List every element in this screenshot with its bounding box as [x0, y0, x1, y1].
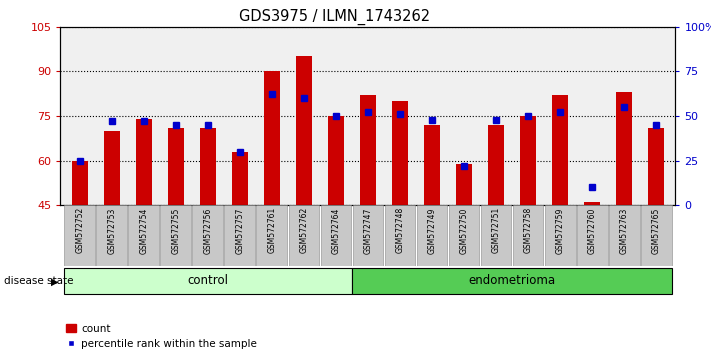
Legend: count, percentile rank within the sample: count, percentile rank within the sample [65, 324, 257, 349]
Text: ▶: ▶ [50, 276, 58, 286]
FancyBboxPatch shape [577, 205, 607, 266]
Text: GSM572753: GSM572753 [107, 207, 116, 253]
Text: GSM572758: GSM572758 [523, 207, 533, 253]
Bar [584, 202, 600, 205]
FancyBboxPatch shape [289, 205, 319, 266]
Text: GSM572748: GSM572748 [395, 207, 405, 253]
Text: GDS3975 / ILMN_1743262: GDS3975 / ILMN_1743262 [239, 9, 429, 25]
Bar [232, 152, 248, 205]
Bar [168, 128, 183, 205]
Bar [648, 128, 664, 205]
Text: GSM572760: GSM572760 [588, 207, 597, 253]
FancyBboxPatch shape [321, 205, 351, 266]
FancyBboxPatch shape [96, 205, 127, 266]
Bar [552, 95, 568, 205]
FancyBboxPatch shape [193, 205, 223, 266]
FancyBboxPatch shape [225, 205, 255, 266]
Bar [72, 161, 87, 205]
Bar [392, 101, 408, 205]
Text: GSM572757: GSM572757 [235, 207, 245, 253]
Text: GSM572759: GSM572759 [555, 207, 565, 253]
FancyBboxPatch shape [352, 268, 672, 294]
Text: GSM572764: GSM572764 [331, 207, 341, 253]
Text: GSM572755: GSM572755 [171, 207, 181, 253]
Text: disease state: disease state [4, 276, 73, 286]
FancyBboxPatch shape [545, 205, 575, 266]
FancyBboxPatch shape [641, 205, 672, 266]
Bar [296, 56, 312, 205]
Text: GSM572751: GSM572751 [491, 207, 501, 253]
FancyBboxPatch shape [129, 205, 159, 266]
Bar [328, 116, 344, 205]
Text: endometrioma: endometrioma [469, 274, 556, 287]
Text: GSM572756: GSM572756 [203, 207, 213, 253]
Bar [136, 119, 151, 205]
Bar [200, 128, 216, 205]
FancyBboxPatch shape [353, 205, 383, 266]
FancyBboxPatch shape [64, 268, 352, 294]
Bar [456, 164, 472, 205]
FancyBboxPatch shape [449, 205, 479, 266]
Text: GSM572749: GSM572749 [427, 207, 437, 253]
FancyBboxPatch shape [417, 205, 447, 266]
Text: GSM572754: GSM572754 [139, 207, 148, 253]
Text: GSM572762: GSM572762 [299, 207, 309, 253]
Text: GSM572747: GSM572747 [363, 207, 373, 253]
FancyBboxPatch shape [64, 205, 95, 266]
Bar [616, 92, 632, 205]
Text: control: control [187, 274, 228, 287]
Text: GSM572752: GSM572752 [75, 207, 84, 253]
FancyBboxPatch shape [481, 205, 511, 266]
Bar [520, 116, 536, 205]
Text: GSM572763: GSM572763 [620, 207, 629, 253]
Bar [360, 95, 376, 205]
Bar [104, 131, 119, 205]
Bar [264, 71, 280, 205]
Text: GSM572765: GSM572765 [652, 207, 661, 253]
Text: GSM572761: GSM572761 [267, 207, 277, 253]
FancyBboxPatch shape [385, 205, 415, 266]
FancyBboxPatch shape [513, 205, 543, 266]
Bar [488, 125, 504, 205]
Bar [424, 125, 440, 205]
FancyBboxPatch shape [257, 205, 287, 266]
FancyBboxPatch shape [161, 205, 191, 266]
Text: GSM572750: GSM572750 [459, 207, 469, 253]
FancyBboxPatch shape [609, 205, 640, 266]
